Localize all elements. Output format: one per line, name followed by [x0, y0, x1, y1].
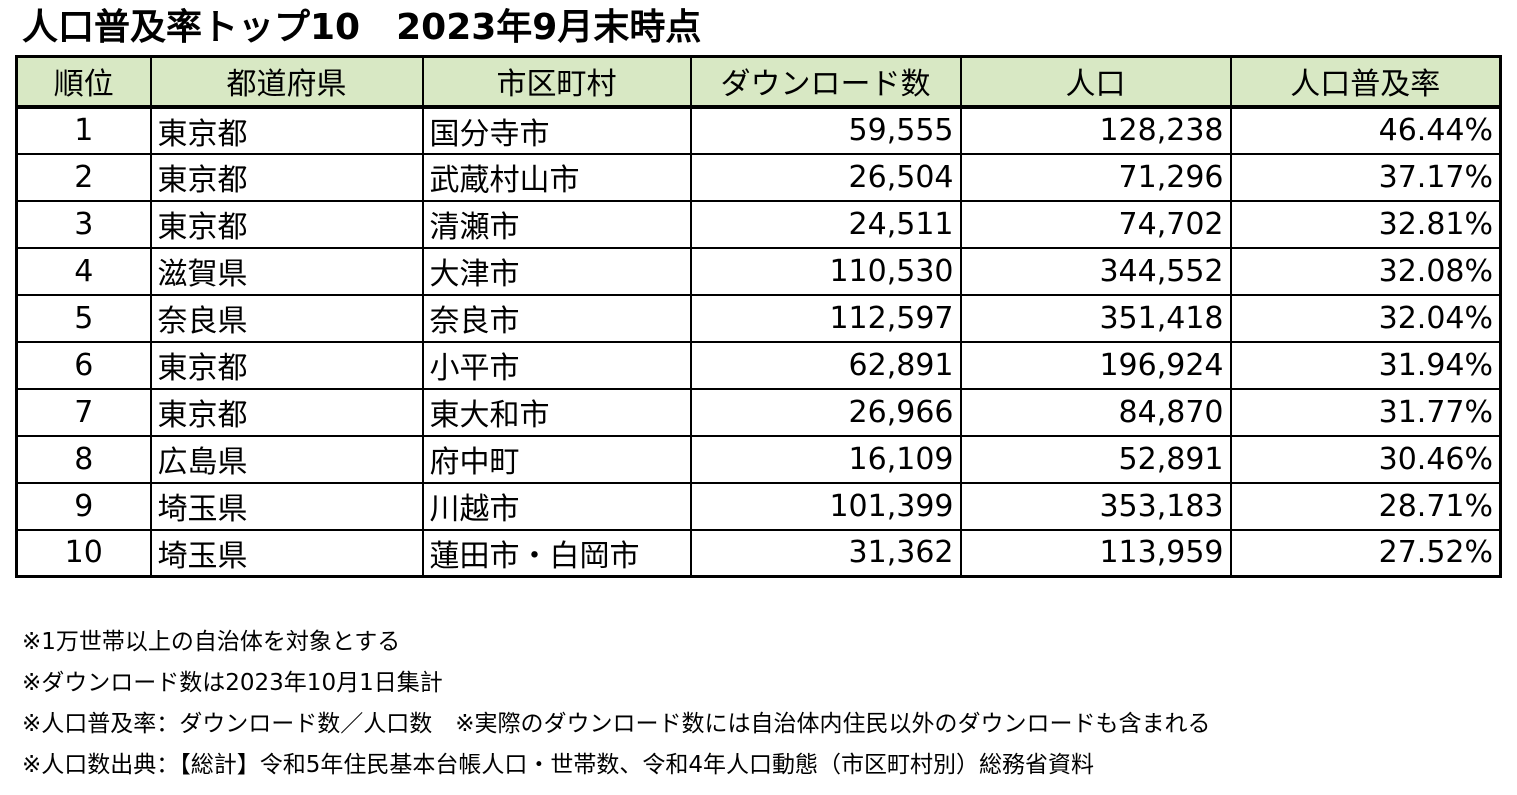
cell-municipality: 川越市 — [421, 481, 692, 531]
table-row: 8 広島県 府中町 16,109 52,891 30.46% — [15, 434, 1502, 484]
cell-downloads: 101,399 — [689, 481, 962, 531]
cell-downloads: 110,530 — [689, 246, 962, 296]
cell-rank: 3 — [15, 199, 152, 249]
cell-downloads: 16,109 — [689, 434, 962, 484]
cell-rank: 1 — [15, 105, 152, 155]
cell-penetration-rate: 32.04% — [1229, 293, 1502, 343]
cell-prefecture: 滋賀県 — [149, 246, 424, 296]
header-population: 人口 — [959, 55, 1232, 109]
cell-population: 196,924 — [959, 340, 1232, 390]
cell-downloads: 26,504 — [689, 152, 962, 202]
table-row: 6 東京都 小平市 62,891 196,924 31.94% — [15, 340, 1502, 390]
cell-prefecture: 東京都 — [149, 387, 424, 437]
cell-prefecture: 東京都 — [149, 105, 424, 155]
cell-municipality: 清瀬市 — [421, 199, 692, 249]
header-prefecture: 都道府県 — [149, 55, 424, 109]
cell-municipality: 府中町 — [421, 434, 692, 484]
cell-population: 71,296 — [959, 152, 1232, 202]
cell-downloads: 112,597 — [689, 293, 962, 343]
table-row: 2 東京都 武蔵村山市 26,504 71,296 37.17% — [15, 152, 1502, 202]
cell-downloads: 59,555 — [689, 105, 962, 155]
cell-prefecture: 東京都 — [149, 340, 424, 390]
cell-rank: 8 — [15, 434, 152, 484]
cell-population: 113,959 — [959, 528, 1232, 578]
cell-downloads: 31,362 — [689, 528, 962, 578]
table-header-row: 順位 都道府県 市区町村 ダウンロード数 人口 人口普及率 — [15, 55, 1502, 109]
cell-rank: 10 — [15, 528, 152, 578]
page-title: 人口普及率トップ10 2023年9月末時点 — [22, 7, 702, 48]
footnote-rate-definition: ※人口普及率：ダウンロード数／人口数 ※実際のダウンロード数には自治体内住民以外… — [22, 711, 1211, 737]
cell-penetration-rate: 46.44% — [1229, 105, 1502, 155]
cell-municipality: 武蔵村山市 — [421, 152, 692, 202]
header-municipality: 市区町村 — [421, 55, 692, 109]
cell-population: 128,238 — [959, 105, 1232, 155]
cell-prefecture: 東京都 — [149, 199, 424, 249]
cell-population: 74,702 — [959, 199, 1232, 249]
cell-prefecture: 埼玉県 — [149, 528, 424, 578]
cell-population: 344,552 — [959, 246, 1232, 296]
table-row: 4 滋賀県 大津市 110,530 344,552 32.08% — [15, 246, 1502, 296]
cell-municipality: 奈良市 — [421, 293, 692, 343]
cell-rank: 2 — [15, 152, 152, 202]
cell-prefecture: 奈良県 — [149, 293, 424, 343]
table-row: 9 埼玉県 川越市 101,399 353,183 28.71% — [15, 481, 1502, 531]
table-row: 1 東京都 国分寺市 59,555 128,238 46.44% — [15, 105, 1502, 155]
table-row: 7 東京都 東大和市 26,966 84,870 31.77% — [15, 387, 1502, 437]
cell-penetration-rate: 31.77% — [1229, 387, 1502, 437]
cell-downloads: 26,966 — [689, 387, 962, 437]
cell-population: 353,183 — [959, 481, 1232, 531]
footnotes: ※1万世帯以上の自治体を対象とする ※ダウンロード数は2023年10月1日集計 … — [22, 622, 1502, 786]
footnote-population-source: ※人口数出典：【総計】令和5年住民基本台帳人口・世帯数、令和4年人口動態（市区町… — [22, 752, 1095, 778]
cell-municipality: 東大和市 — [421, 387, 692, 437]
table-row: 10 埼玉県 蓮田市・白岡市 31,362 113,959 27.52% — [15, 528, 1502, 578]
cell-municipality: 大津市 — [421, 246, 692, 296]
footnote-download-date: ※ダウンロード数は2023年10月1日集計 — [22, 670, 443, 696]
footnote-target-scope: ※1万世帯以上の自治体を対象とする — [22, 629, 401, 655]
cell-penetration-rate: 28.71% — [1229, 481, 1502, 531]
cell-rank: 5 — [15, 293, 152, 343]
ranking-table: 順位 都道府県 市区町村 ダウンロード数 人口 人口普及率 1 東京都 国分寺市… — [15, 55, 1502, 578]
ranking-table-container: 順位 都道府県 市区町村 ダウンロード数 人口 人口普及率 1 東京都 国分寺市… — [15, 55, 1502, 578]
cell-rank: 7 — [15, 387, 152, 437]
cell-downloads: 62,891 — [689, 340, 962, 390]
cell-penetration-rate: 31.94% — [1229, 340, 1502, 390]
cell-municipality: 国分寺市 — [421, 105, 692, 155]
cell-penetration-rate: 32.81% — [1229, 199, 1502, 249]
cell-downloads: 24,511 — [689, 199, 962, 249]
cell-prefecture: 東京都 — [149, 152, 424, 202]
cell-rank: 6 — [15, 340, 152, 390]
cell-municipality: 小平市 — [421, 340, 692, 390]
cell-municipality: 蓮田市・白岡市 — [421, 528, 692, 578]
cell-penetration-rate: 30.46% — [1229, 434, 1502, 484]
cell-prefecture: 広島県 — [149, 434, 424, 484]
cell-population: 351,418 — [959, 293, 1232, 343]
cell-penetration-rate: 32.08% — [1229, 246, 1502, 296]
header-rank: 順位 — [15, 55, 152, 109]
cell-population: 52,891 — [959, 434, 1232, 484]
cell-population: 84,870 — [959, 387, 1232, 437]
header-penetration-rate: 人口普及率 — [1229, 55, 1502, 109]
table-row: 5 奈良県 奈良市 112,597 351,418 32.04% — [15, 293, 1502, 343]
cell-prefecture: 埼玉県 — [149, 481, 424, 531]
cell-rank: 4 — [15, 246, 152, 296]
cell-rank: 9 — [15, 481, 152, 531]
table-row: 3 東京都 清瀬市 24,511 74,702 32.81% — [15, 199, 1502, 249]
cell-penetration-rate: 27.52% — [1229, 528, 1502, 578]
cell-penetration-rate: 37.17% — [1229, 152, 1502, 202]
header-downloads: ダウンロード数 — [689, 55, 962, 109]
